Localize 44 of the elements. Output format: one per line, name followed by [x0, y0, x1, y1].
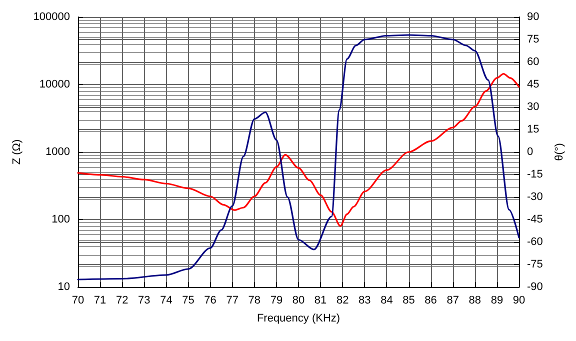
x-tick-label: 89 — [490, 294, 504, 306]
line-series — [77, 34, 520, 280]
y-tick-label: 10 — [58, 281, 70, 293]
x-tick-label: 87 — [446, 294, 459, 306]
x-tick-label: 83 — [358, 294, 371, 306]
y2-tick-label: 90 — [527, 11, 540, 23]
y2-tick-label: 60 — [527, 56, 540, 68]
y-tick-label: 100 — [52, 214, 70, 226]
x-tick-label: 71 — [94, 294, 106, 306]
line-series — [77, 73, 520, 227]
y2-tick-label: 0 — [527, 146, 534, 158]
x-tick-label: 76 — [204, 294, 216, 306]
x-tick-label: 86 — [424, 294, 437, 306]
x-tick-label: 82 — [336, 294, 349, 306]
x-tick-label: 70 — [72, 294, 84, 306]
y-tick-label: 10000 — [39, 78, 70, 90]
y2-tick-label: 30 — [527, 101, 540, 113]
y-tick-label: 1000 — [46, 146, 70, 158]
y2-tick-label: -30 — [527, 191, 543, 203]
x-tick-label: 84 — [380, 294, 393, 306]
x-tick-label: 72 — [116, 294, 128, 306]
y2-tick-label: -90 — [527, 281, 543, 293]
y2-tick-label: 75 — [527, 34, 540, 46]
y2-axis-title: θ(°) — [553, 143, 566, 161]
y2-tick-label: 45 — [527, 78, 540, 90]
y-axis-title: Z (Ω) — [10, 139, 23, 165]
y-tick-label: 100000 — [33, 11, 70, 23]
x-tick-label: 73 — [138, 294, 150, 306]
x-tick-label: 77 — [226, 294, 238, 306]
x-axis-title: Frequency (KHz) — [256, 312, 340, 324]
x-tick-label: 80 — [292, 294, 305, 306]
x-tick-label: 88 — [468, 294, 482, 306]
x-tick-label: 78 — [248, 294, 261, 306]
x-tick-label: 79 — [270, 294, 283, 306]
y2-tick-label: -15 — [527, 168, 543, 180]
x-tick-label: 75 — [182, 294, 194, 306]
y2-tick-label: -75 — [527, 258, 543, 270]
y2-tick-label: 15 — [527, 124, 540, 136]
x-tick-label: 74 — [160, 294, 172, 306]
x-tick-label: 90 — [512, 294, 526, 306]
y2-tick-label: -45 — [527, 214, 543, 226]
y2-tick-label: -60 — [527, 236, 543, 248]
x-tick-label: 85 — [402, 294, 415, 306]
x-tick-label: 81 — [314, 294, 327, 306]
